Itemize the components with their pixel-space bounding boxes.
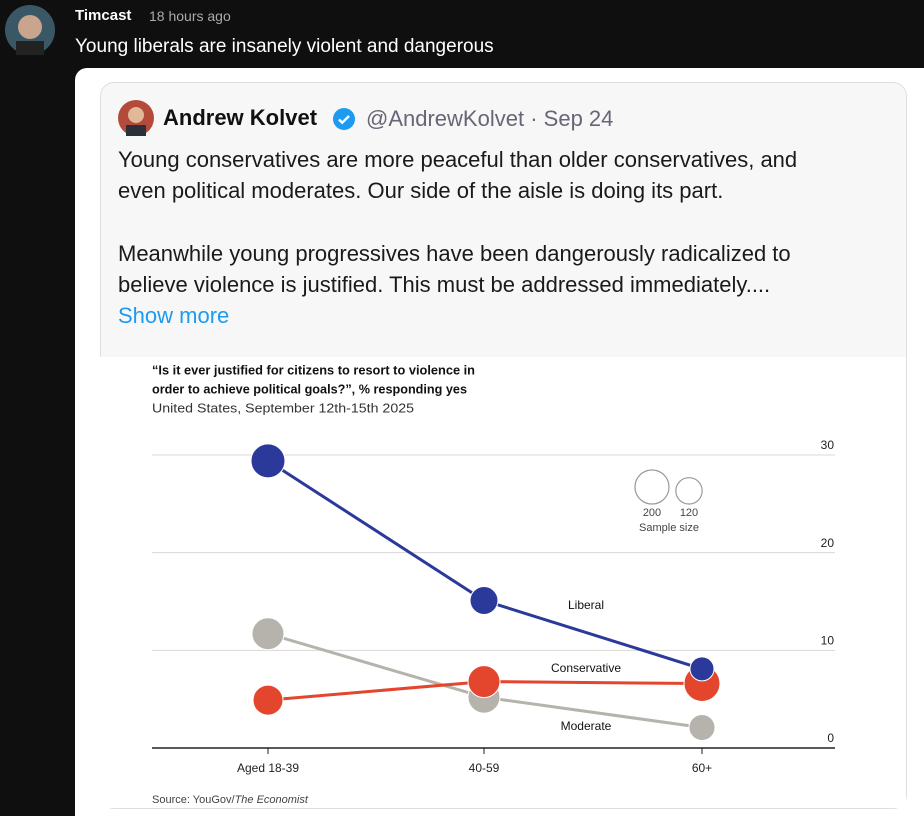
post-text: Young liberals are insanely violent and …	[75, 36, 494, 57]
bubble	[251, 617, 285, 651]
x-tick-label: 60+	[692, 761, 712, 775]
y-tick-label: 10	[821, 634, 835, 648]
x-tick-label: Aged 18-39	[237, 761, 299, 775]
source: Source: YouGov/The Economist	[152, 794, 309, 806]
series-label: Moderate	[561, 719, 612, 733]
bubble	[689, 656, 715, 682]
tweet-name[interactable]: Andrew Kolvet	[163, 105, 318, 130]
chart-subtitle: United States, September 12th-15th 2025	[152, 400, 414, 415]
bubble	[250, 443, 286, 479]
avatar[interactable]	[5, 5, 55, 55]
size-legend-value: 200	[643, 507, 661, 519]
show-more[interactable]: Show more	[118, 303, 230, 328]
bubble	[469, 586, 499, 615]
size-legend-bubble	[675, 477, 703, 505]
bubble	[688, 713, 716, 741]
handle: @AndrewKolvet	[366, 106, 525, 131]
tweet-line: Meanwhile young progressives have been d…	[118, 241, 791, 266]
tweet-meta: @AndrewKolvet · Sep 24	[366, 106, 613, 132]
bubble	[252, 684, 284, 716]
chart-title: order to achieve political goals?”, % re…	[152, 381, 467, 396]
source-text: Source: YouGov/	[152, 794, 236, 806]
chart-background	[100, 357, 906, 808]
y-tick-label: 20	[821, 536, 835, 550]
series-label: Conservative	[551, 661, 621, 675]
y-tick-label: 30	[821, 438, 835, 452]
y-tick-label: 0	[827, 731, 834, 745]
chart: “Is it ever justified for citizens to re…	[100, 357, 906, 808]
author[interactable]: Timcast	[75, 7, 132, 24]
x-tick-label: 40-59	[469, 761, 500, 775]
tweet-line: believe violence is justified. This must…	[118, 272, 771, 297]
timestamp: 18 hours ago	[149, 8, 231, 24]
series-label: Liberal	[568, 598, 604, 612]
bubble	[467, 665, 501, 699]
verified-badge	[333, 108, 355, 130]
tweet-line: Young conservatives are more peaceful th…	[118, 147, 798, 172]
date: Sep 24	[543, 106, 614, 131]
tweet-line: even political moderates. Our side of th…	[118, 178, 724, 203]
tweet-avatar[interactable]	[118, 100, 154, 136]
size-legend-value: 120	[680, 507, 698, 519]
source-publication: The Economist	[235, 794, 309, 806]
size-legend-title: Sample size	[639, 522, 699, 534]
chart-title: “Is it ever justified for citizens to re…	[152, 362, 475, 377]
size-legend-bubble	[634, 469, 670, 505]
separator: ·	[530, 106, 538, 131]
